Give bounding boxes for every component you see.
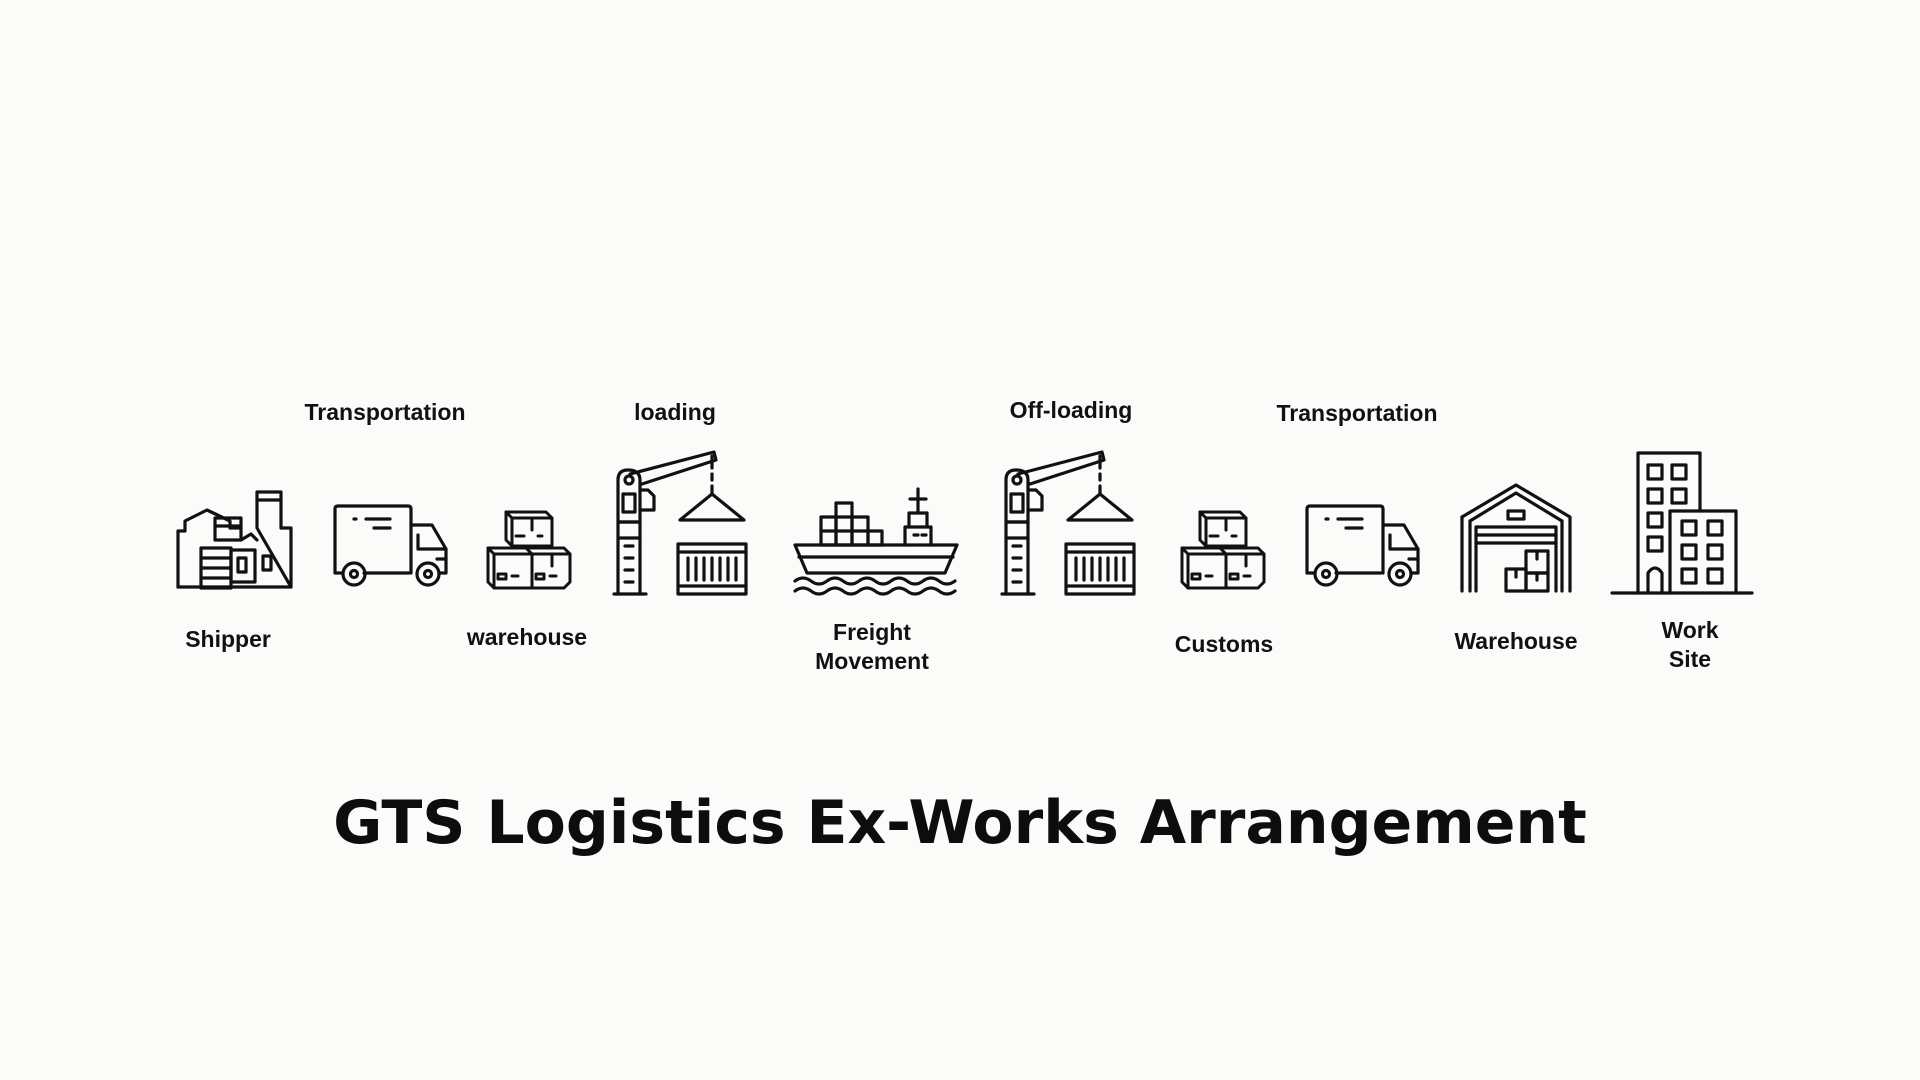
delivery-truck-icon <box>1304 503 1422 589</box>
label-work-site: Work Site <box>1661 617 1719 672</box>
delivery-truck-icon <box>332 503 450 589</box>
stacked-boxes-icon <box>1180 508 1266 592</box>
label-off-loading: Off-loading <box>1009 397 1133 423</box>
cargo-ship-icon <box>793 485 961 595</box>
warehouse-building-icon <box>1460 483 1572 593</box>
factory-icon <box>175 488 295 590</box>
stacked-boxes-icon <box>486 508 572 592</box>
label-warehouse-2: Warehouse <box>1454 628 1578 654</box>
label-transportation-1: Transportation <box>304 399 466 425</box>
crane-container-icon <box>612 450 754 596</box>
label-shipper: Shipper <box>185 626 271 652</box>
office-building-icon <box>1610 451 1754 595</box>
label-transportation-2: Transportation <box>1276 400 1438 426</box>
diagram-title: GTS Logistics Ex-Works Arrangement <box>333 788 1587 858</box>
label-customs: Customs <box>1174 631 1274 657</box>
label-loading: loading <box>634 399 716 425</box>
crane-container-icon <box>1000 450 1142 596</box>
label-warehouse-1: warehouse <box>466 624 588 650</box>
label-freight-movement: Freight Movement <box>815 619 929 674</box>
